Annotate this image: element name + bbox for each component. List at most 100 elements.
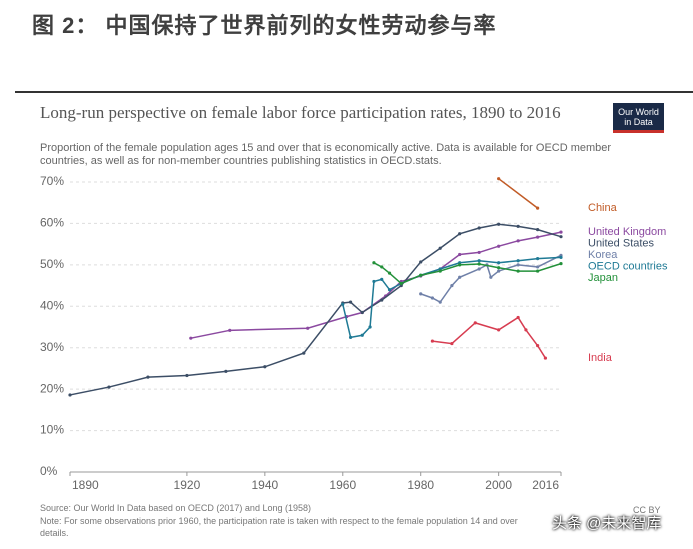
series-line: [432, 316, 547, 359]
data-point: [458, 275, 462, 279]
data-point: [497, 222, 501, 226]
y-tick-label: 70%: [40, 174, 64, 188]
data-point: [387, 288, 392, 292]
note: Note: For some observations prior 1960, …: [40, 516, 518, 526]
series-line: [373, 262, 562, 285]
data-point: [477, 267, 481, 271]
data-point: [107, 385, 111, 389]
data-point: [473, 321, 477, 325]
data-point: [516, 269, 520, 273]
data-point: [458, 252, 462, 257]
data-point: [228, 328, 232, 332]
license: CC BY: [633, 505, 661, 515]
y-tick-label: 50%: [40, 257, 64, 271]
x-tick-label: 2000: [485, 478, 512, 492]
data-point: [516, 315, 520, 320]
legend-label: OECD countries: [588, 261, 668, 273]
data-point: [516, 224, 520, 228]
data-point: [536, 344, 540, 348]
data-point: [450, 341, 454, 346]
data-point: [341, 302, 345, 306]
data-point: [450, 283, 454, 288]
data-point: [516, 259, 520, 263]
data-point: [559, 255, 563, 259]
page-header: 图 2： 中国保持了世界前列的女性劳动参与率: [32, 13, 497, 38]
data-point: [419, 273, 423, 277]
note: details.: [40, 528, 69, 538]
data-point: [524, 328, 528, 332]
series-line: [342, 256, 562, 339]
y-tick-label: 30%: [40, 340, 64, 354]
divider: [15, 91, 693, 93]
data-point: [516, 239, 520, 243]
data-point: [380, 277, 384, 281]
data-point: [430, 296, 435, 300]
data-point: [387, 271, 392, 275]
legend-label: United States: [588, 238, 655, 250]
data-point: [380, 298, 384, 302]
x-tick-label: 1920: [174, 478, 201, 492]
data-point: [536, 269, 540, 273]
data-point: [306, 326, 310, 330]
data-point: [438, 300, 442, 304]
data-point: [497, 266, 501, 270]
series-line: [190, 231, 562, 339]
data-point: [477, 250, 481, 255]
y-tick-label: 20%: [40, 381, 64, 395]
logo-line: Our World: [618, 107, 659, 117]
data-point: [348, 335, 353, 339]
data-point: [360, 333, 364, 337]
data-point: [536, 235, 540, 239]
source: Source: Our World In Data based on OECD …: [40, 503, 311, 513]
legend-label: Korea: [588, 249, 618, 261]
data-point: [477, 262, 481, 266]
data-point: [477, 226, 481, 230]
y-tick-label: 40%: [40, 298, 64, 312]
data-point: [489, 275, 493, 279]
legend-label: United Kingdom: [588, 226, 666, 238]
data-point: [497, 244, 501, 248]
data-point: [458, 232, 462, 236]
data-point: [368, 325, 372, 329]
y-tick-label: 60%: [40, 216, 64, 230]
data-point: [380, 265, 384, 269]
data-point: [430, 339, 435, 343]
data-point: [372, 261, 376, 265]
data-point: [497, 177, 501, 181]
data-point: [543, 356, 548, 360]
data-point: [536, 206, 540, 210]
data-point: [559, 235, 563, 239]
data-point: [360, 310, 364, 315]
y-tick-label: 0%: [40, 464, 58, 478]
legend-label: China: [588, 202, 618, 214]
x-tick-label: 1890: [72, 478, 99, 492]
chart-subtitle: Proportion of the female population ages…: [40, 142, 612, 167]
data-point: [559, 262, 563, 266]
chart-title: Long-run perspective on female labor for…: [40, 103, 561, 122]
y-tick-label: 10%: [40, 423, 64, 437]
logo-line: in Data: [624, 117, 653, 127]
data-point: [497, 328, 501, 332]
data-point: [68, 393, 72, 397]
data-point: [419, 292, 423, 296]
data-point: [438, 246, 442, 250]
data-point: [146, 375, 150, 379]
data-point: [419, 260, 423, 264]
data-point: [497, 269, 501, 273]
data-point: [497, 261, 501, 265]
data-point: [536, 228, 540, 232]
data-point: [438, 269, 442, 273]
data-point: [458, 263, 462, 267]
data-point: [536, 265, 540, 269]
x-tick-label: 2016: [532, 478, 559, 492]
data-point: [224, 369, 228, 373]
watermark: 头条 @未来智库: [552, 515, 662, 532]
data-point: [185, 373, 189, 378]
data-point: [189, 336, 193, 340]
x-tick-label: 1960: [329, 478, 356, 492]
data-point: [399, 281, 403, 286]
legend-label: Japan: [588, 272, 618, 284]
data-point: [536, 257, 540, 261]
